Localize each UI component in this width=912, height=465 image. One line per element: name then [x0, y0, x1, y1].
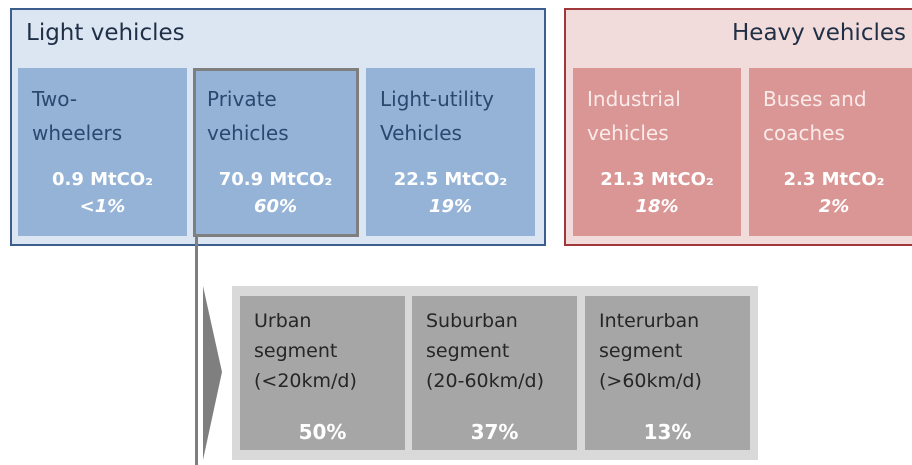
segment-share: 37% [470, 420, 519, 444]
connector-line [195, 236, 198, 465]
label-line: Suburban [426, 310, 518, 332]
segment-label: Interurban segment (>60km/d) [599, 306, 702, 396]
label-line: Vehicles [380, 121, 462, 145]
chevron [203, 286, 222, 460]
vehicle-box: Two-wheelers 0.9 MtCO₂ <1% [18, 68, 187, 236]
label-line: Urban [254, 310, 312, 332]
label-line: (20-60km/d) [426, 370, 545, 392]
label-line: segment [426, 340, 510, 362]
box-label: Buses and coaches [763, 82, 867, 150]
label-line: Buses and [763, 87, 867, 111]
share-value: 60% [253, 196, 298, 217]
label-line: Light-utility [380, 87, 494, 111]
chevron-shape [203, 286, 222, 460]
box-label: Private vehicles [207, 82, 289, 150]
segment-label: Urban segment (<20km/d) [254, 306, 357, 396]
emission-value: 22.5 MtCO₂ [393, 169, 508, 190]
share-value: 18% [635, 196, 679, 217]
heavy-title: Heavy vehicles [732, 20, 906, 46]
label-line: vehicles [207, 121, 289, 145]
emission-value: 21.3 MtCO₂ [600, 169, 714, 190]
box-label: Light-utility Vehicles [380, 82, 494, 150]
label-line: segment [599, 340, 683, 362]
segment-share: 13% [643, 420, 692, 444]
light-title: Light vehicles [26, 20, 185, 46]
label-line: wheelers [32, 121, 123, 145]
label-line: Private [207, 87, 277, 111]
vehicle-box: Private vehicles 70.9 MtCO₂ 60% [193, 68, 358, 236]
highlight-outline [193, 68, 359, 237]
label-line: Interurban [599, 310, 700, 332]
label-line: (<20km/d) [254, 370, 357, 392]
label-line: segment [254, 340, 338, 362]
segment-share: 50% [298, 420, 347, 444]
label-line: Two- [32, 87, 78, 111]
box-label: Two-wheelers [32, 82, 122, 150]
vehicle-box: Buses and coaches 2.3 MtCO₂ 2% [749, 68, 912, 236]
box-label: Industrial vehicles [587, 82, 681, 150]
segment-box: Suburban segment (20-60km/d) 37% [412, 296, 577, 450]
label-line: (>60km/d) [599, 370, 702, 392]
emission-value: 70.9 MtCO₂ [218, 169, 333, 190]
emission-value: 2.3 MtCO₂ [783, 169, 885, 190]
share-value: 2% [818, 196, 850, 217]
share-value: <1% [79, 196, 126, 217]
emission-value: 0.9 MtCO₂ [51, 169, 154, 190]
label-line: vehicles [587, 121, 669, 145]
label-line: coaches [763, 121, 845, 145]
segment-label: Suburban segment (20-60km/d) [426, 306, 544, 396]
segment-box: Interurban segment (>60km/d) 13% [585, 296, 750, 450]
label-line: Industrial [587, 87, 681, 111]
vehicle-box: Industrial vehicles 21.3 MtCO₂ 18% [573, 68, 741, 236]
share-value: 19% [428, 196, 473, 217]
vehicle-box: Light-utility Vehicles 22.5 MtCO₂ 19% [366, 68, 535, 236]
segment-box: Urban segment (<20km/d) 50% [240, 296, 405, 450]
